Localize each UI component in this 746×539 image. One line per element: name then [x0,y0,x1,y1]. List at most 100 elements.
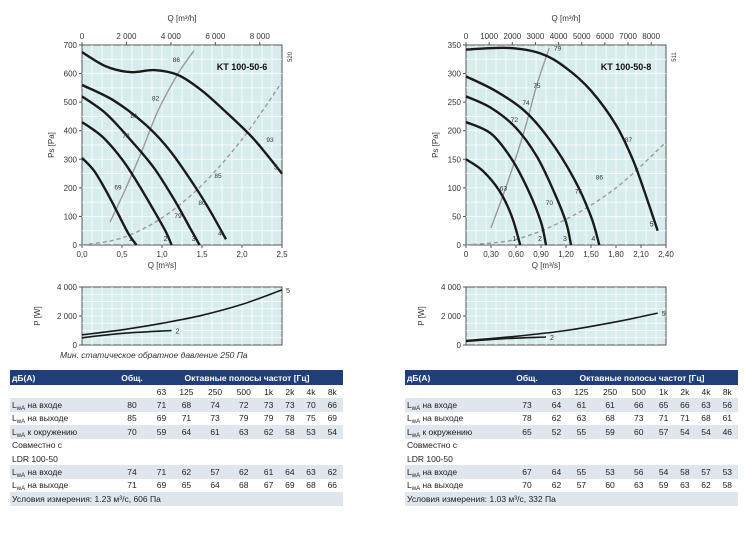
row-label-subscript: wA [411,486,421,493]
y-tick-label: 600 [64,70,78,79]
row-label-text: на входе [25,467,63,478]
row-label-symbol: L [407,413,412,424]
row-label: LwA на входе [10,465,114,479]
footer-row: Условия измерения: 1.23 м³/с, 606 Па [10,492,343,506]
y-axis-label: Ps [Pa] [431,132,440,158]
row-label-symbol: L [407,400,412,411]
efficiency-annotation: 87 [625,137,633,144]
band-value: 62 [258,425,280,439]
row-label: LwA к окружению [405,425,509,439]
frequency-label: 1k [264,386,274,397]
efficiency-annotation: 82 [152,96,160,103]
efficiency-annotation: 93 [266,137,274,144]
efficiency-annotation: 86 [596,174,604,181]
series-label-3: 3 [563,236,567,243]
band-value: 57 [576,480,587,491]
efficiency-annotation: 72 [511,117,519,124]
table-row: LwA на входе 74 71 62 57 62 61 64 63 62 [10,465,343,479]
x-tick-label: 0 [464,250,469,259]
empty-cell [405,385,508,398]
x-top-tick-label: 2000 [503,32,521,41]
x-tick-label: 0,0 [76,250,88,259]
band-value: 67 [263,480,274,491]
frequency-label: 2k [680,386,690,397]
row-label: LwA на выходе [405,479,508,492]
frequency-label: 63 [551,386,562,397]
series-label-2: 2 [550,335,554,342]
combo-row: Совместно с [10,439,343,452]
total-value: 74 [113,465,151,479]
band-value: 61 [595,398,625,412]
table-row: LwA на выходе 78 62 63 68 73 71 71 68 61 [405,412,738,425]
x-top-tick-label: 5000 [573,32,591,41]
total-value: 70 [522,480,532,491]
combo-row: LDR 100-50 [405,452,738,465]
band-value: 58 [674,465,696,479]
band-value: 58 [279,425,301,439]
band-value: 61 [722,413,733,424]
band-value: 54 [321,425,343,439]
y-axis-label: P [W] [33,306,42,325]
row-label-subscript: wA [411,406,421,413]
band-value: 62 [321,465,343,479]
series-label-2: 2 [176,329,180,336]
band-value: 62 [172,465,201,479]
series-line-4 [465,75,601,246]
band-value: 60 [605,480,615,491]
row-label-symbol: L [12,400,17,411]
band-value: 66 [321,398,343,412]
footer-row: Условия измерения: 1.03 м³/с, 332 Па [405,492,738,506]
band-value: 66 [327,480,338,491]
frequency-label: 8k [327,386,337,397]
table-row: LwA на выходе 70 62 57 60 63 59 63 62 58 [405,479,738,492]
band-value: 61 [258,465,280,479]
row-label-symbol: L [12,480,17,491]
x-top-tick-label: 8000 [642,32,660,41]
y-tick-label: 500 [64,98,78,107]
x-tick-label: 0,90 [533,250,549,259]
empty-cell [113,385,151,398]
band-value: 64 [545,465,568,479]
frequency-label: 125 [574,386,589,397]
row-label-subscript: wA [16,486,26,493]
band-value: 69 [156,413,167,424]
series-label-5: 5 [274,165,278,172]
x-top-axis-label: Q [m³/h] [552,14,581,23]
y-tick-label: 300 [64,155,78,164]
band-value: 59 [150,425,173,439]
combo-text-2: LDR 100-50 [12,453,58,464]
x-top-tick-label: 7000 [619,32,637,41]
total-value: 65 [508,425,546,439]
measurement-conditions: Условия измерения: 1.23 м³/с, 606 Па [10,492,343,506]
y-tick-label: 700 [64,41,78,50]
row-label-subscript: wA [16,432,26,439]
y-tick-label: 2 000 [441,312,462,321]
band-value: 55 [567,465,596,479]
efficiency-annotation: 75 [533,83,541,90]
band-value: 79 [238,413,249,424]
series-label-4: 4 [218,230,222,237]
x-tick-label: 0,30 [483,250,499,259]
efficiency-annotation: 79 [554,46,562,53]
frequency-label: 2k [285,386,295,397]
band-value: 60 [624,425,654,439]
x-axis-label: Q [m³/s] [148,261,176,270]
band-value: 68 [172,398,201,412]
band-value: 71 [658,413,669,424]
table-header-row: дБ(A) Общ. Октавные полосы частот [Гц] [10,370,343,385]
y-tick-label: 250 [448,98,462,107]
efficiency-annotation: 78 [122,133,130,140]
series-label-2: 2 [538,236,542,243]
frequency-label: 4k [701,386,711,397]
combo-text-1: Совместно с [12,440,63,451]
x-top-tick-label: 6 000 [205,32,226,41]
series-label-1: 1 [512,236,516,243]
band-value: 70 [300,398,322,412]
power-chart-2: 0 2 000 4 000 P [W] 2 5 [417,283,667,350]
band-value: 62 [551,480,562,491]
header-dba: дБ(A) [405,370,509,385]
header-total: Общ. [113,370,151,385]
x-tick-label: 2,40 [658,250,674,259]
x-axis-label: Q [m³/s] [532,261,560,270]
